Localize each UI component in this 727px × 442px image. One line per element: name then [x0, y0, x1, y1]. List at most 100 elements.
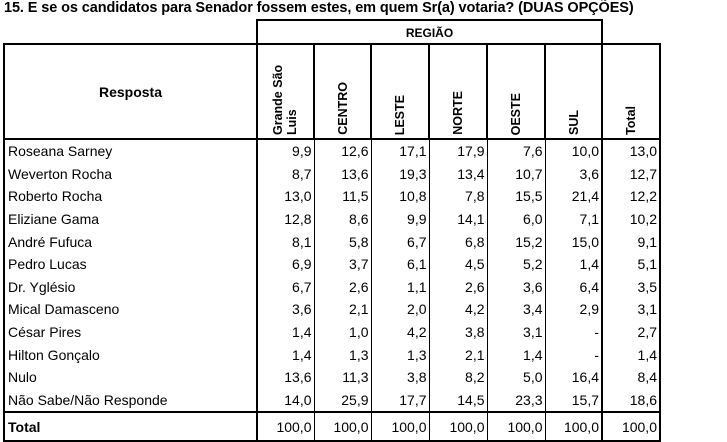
- table-row: Nulo 13,6 11,3 3,8 8,2 5,0 16,4 8,4: [3, 365, 661, 389]
- cell-value: 14,0: [256, 388, 315, 413]
- region-group-header: REGIÃO: [256, 19, 603, 45]
- cell-value: 7,8: [428, 185, 488, 208]
- cell-value: 1,4: [256, 320, 315, 344]
- cell-value: 4,2: [428, 298, 488, 321]
- cell-value: 8,7: [256, 162, 315, 186]
- cell-value: 1,4: [601, 343, 661, 366]
- table-row: Hilton Gonçalo 1,4 1,3 1,3 2,1 1,4-1,4: [3, 343, 661, 366]
- table-row: César Pires 1,4 1,0 4,2 3,8 3,1-2,7: [3, 320, 661, 344]
- cell-value: 100,0: [601, 411, 661, 442]
- cell-value: 21,4: [544, 185, 603, 208]
- cell-value: 12,6: [313, 139, 372, 163]
- cell-value: 1,3: [313, 343, 372, 366]
- cell-value: 15,7: [544, 388, 603, 413]
- cell-value: -: [544, 320, 603, 344]
- cell-value: 17,7: [370, 388, 430, 413]
- table-row: Roseana Sarney 9,9 12,6 17,1 17,9 7,6 10,0 13,0: [3, 139, 661, 163]
- results-table: Resposta Grande São Luis CENTRO LESTE NO…: [3, 43, 661, 442]
- cell-value: 6,1: [370, 252, 430, 276]
- cell-value: 6,8: [428, 230, 488, 253]
- row-label: Hilton Gonçalo: [3, 343, 258, 366]
- cell-value: 2,1: [428, 343, 488, 366]
- cell-value: 13,0: [256, 185, 315, 208]
- cell-value: 100,0: [428, 411, 488, 442]
- cell-value: 3,4: [486, 298, 546, 321]
- cell-value: 4,2: [370, 320, 430, 344]
- cell-value: 8,2: [428, 365, 488, 389]
- cell-value: 7,1: [544, 207, 603, 231]
- cell-value: 10,7: [486, 162, 546, 186]
- cell-value: 14,5: [428, 388, 488, 413]
- cell-value: 13,4: [428, 162, 488, 186]
- cell-value: 1,4: [256, 343, 315, 366]
- cell-value: 8,1: [256, 230, 315, 253]
- row-label: Total: [3, 411, 258, 442]
- cell-value: 1,4: [544, 252, 603, 276]
- cell-value: 3,1: [486, 320, 546, 344]
- cell-value: 18,6: [601, 388, 661, 413]
- row-label: Não Sabe/Não Responde: [3, 388, 258, 413]
- row-label: Pedro Lucas: [3, 252, 258, 276]
- cell-value: 100,0: [256, 411, 315, 442]
- table-row: Weverton Rocha 8,7 13,6 19,3 13,4 10,7 3,6 12,7: [3, 162, 661, 186]
- cell-value: 9,9: [370, 207, 430, 231]
- cell-value: 6,0: [486, 207, 546, 231]
- header-leste: LESTE: [370, 44, 430, 140]
- cell-value: 5,1: [601, 252, 661, 276]
- cell-value: 5,2: [486, 252, 546, 276]
- total-row: Total 100,0 100,0 100,0 100,0 100,0 100,0 100,0: [3, 411, 661, 442]
- cell-value: 12,2: [601, 185, 661, 208]
- cell-value: 12,8: [256, 207, 315, 231]
- cell-value: 6,9: [256, 252, 315, 276]
- cell-value: 8,6: [313, 207, 372, 231]
- cell-value: 23,3: [486, 388, 546, 413]
- table-row: Dr. Yglésio 6,7 2,6 1,1 2,6 3,6 6,4 3,5: [3, 275, 661, 299]
- table-row: Não Sabe/Não Responde 14,0 25,9 17,7 14,5 23,…: [3, 388, 661, 413]
- cell-value: 2,6: [428, 275, 488, 299]
- table-row: Pedro Lucas 6,9 3,7 6,1 4,5 5,2 1,4 5,1: [3, 252, 661, 276]
- cell-value: 2,9: [544, 298, 603, 321]
- cell-value: 14,1: [428, 207, 488, 231]
- cell-value: 16,4: [544, 365, 603, 389]
- cell-value: 9,9: [256, 139, 315, 163]
- cell-value: 7,6: [486, 139, 546, 163]
- cell-value: 100,0: [370, 411, 430, 442]
- row-label: Nulo: [3, 365, 258, 389]
- question-title: 15. E se os candidatos para Senador foss…: [4, 0, 634, 16]
- cell-value: 3,6: [256, 298, 315, 321]
- cell-value: 17,1: [370, 139, 430, 163]
- header-oeste: OESTE: [486, 44, 546, 140]
- cell-value: 15,0: [544, 230, 603, 253]
- header-row: Resposta Grande São Luis CENTRO LESTE NO…: [3, 44, 661, 140]
- cell-value: 13,0: [601, 139, 661, 163]
- cell-value: 3,8: [428, 320, 488, 344]
- cell-value: 100,0: [313, 411, 372, 442]
- row-label: André Fufuca: [3, 230, 258, 253]
- cell-value: 100,0: [486, 411, 546, 442]
- cell-value: 8,4: [601, 365, 661, 389]
- cell-value: 3,6: [544, 162, 603, 186]
- cell-value: 10,2: [601, 207, 661, 231]
- cell-value: 10,8: [370, 185, 430, 208]
- cell-value: 3,5: [601, 275, 661, 299]
- cell-value: 13,6: [313, 162, 372, 186]
- cell-value: 3,1: [601, 298, 661, 321]
- cell-value: 3,6: [486, 275, 546, 299]
- cell-value: 11,3: [313, 365, 372, 389]
- cell-value: 3,7: [313, 252, 372, 276]
- cell-value: 25,9: [313, 388, 372, 413]
- cell-value: 19,3: [370, 162, 430, 186]
- row-label: Mical Damasceno: [3, 298, 258, 321]
- table-row: Mical Damasceno 3,6 2,1 2,0 4,2 3,4 2,9 3,1: [3, 298, 661, 321]
- row-label: Weverton Rocha: [3, 162, 258, 186]
- row-label: Dr. Yglésio: [3, 275, 258, 299]
- header-sul: SUL: [544, 44, 603, 140]
- cell-value: 4,5: [428, 252, 488, 276]
- cell-value: 1,1: [370, 275, 430, 299]
- table-row: André Fufuca 8,1 5,8 6,7 6,8 15,2 15,0 9,1: [3, 230, 661, 253]
- cell-value: 6,7: [256, 275, 315, 299]
- cell-value: 100,0: [544, 411, 603, 442]
- header-total: Total: [601, 44, 661, 140]
- header-centro: CENTRO: [313, 44, 372, 140]
- cell-value: 2,7: [601, 320, 661, 344]
